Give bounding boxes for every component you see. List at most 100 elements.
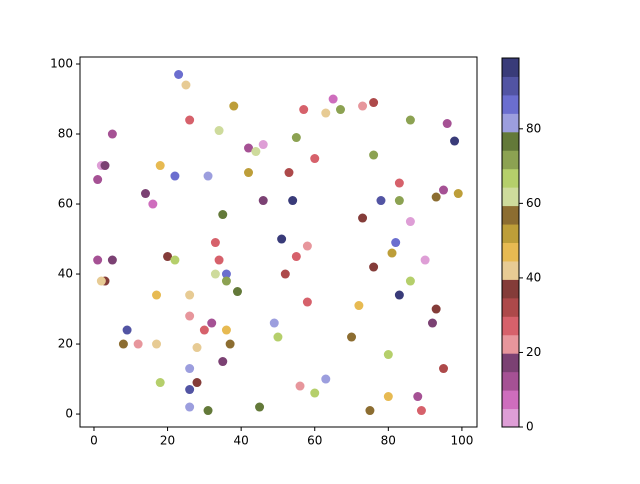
point xyxy=(442,119,452,129)
point xyxy=(365,406,375,416)
point xyxy=(439,364,449,374)
point xyxy=(192,343,202,353)
point xyxy=(369,150,379,160)
point xyxy=(185,402,195,412)
x-tick-label: 40 xyxy=(234,434,249,448)
point xyxy=(291,252,301,262)
point xyxy=(244,143,254,153)
point xyxy=(347,332,357,342)
point xyxy=(394,178,404,188)
point xyxy=(416,406,426,416)
point xyxy=(93,175,103,185)
point xyxy=(207,318,217,328)
colorbar-tick-label: 0 xyxy=(526,420,534,434)
colorbar-segment xyxy=(502,113,519,133)
colorbar-tick-label: 60 xyxy=(526,196,541,210)
point xyxy=(255,402,265,412)
point xyxy=(148,199,158,209)
x-tick-label: 60 xyxy=(307,434,322,448)
point xyxy=(405,115,415,125)
point xyxy=(258,196,268,206)
colorbar-segment xyxy=(502,260,519,280)
colorbar-segment xyxy=(502,297,519,317)
point xyxy=(321,374,331,384)
point xyxy=(218,357,228,367)
point xyxy=(192,378,202,388)
point xyxy=(185,364,195,374)
y-tick-label: 40 xyxy=(58,267,73,281)
point xyxy=(163,252,173,262)
point xyxy=(299,105,309,115)
colorbar-tick-label: 40 xyxy=(526,270,541,284)
point xyxy=(310,154,320,164)
colorbar-tick-label: 80 xyxy=(526,121,541,135)
point xyxy=(107,129,117,139)
point xyxy=(258,140,268,150)
point xyxy=(358,213,368,223)
point xyxy=(118,339,128,349)
colorbar-segment xyxy=(502,279,519,299)
point xyxy=(221,269,231,279)
x-tick-label: 0 xyxy=(90,434,98,448)
colorbar-segment xyxy=(502,76,519,96)
point xyxy=(310,388,320,398)
point xyxy=(450,136,460,146)
point xyxy=(203,171,213,181)
point xyxy=(453,189,463,199)
point xyxy=(383,350,393,360)
point xyxy=(376,196,386,206)
point xyxy=(214,126,224,136)
point xyxy=(107,255,117,265)
point xyxy=(391,238,401,248)
point xyxy=(269,318,279,328)
colorbar-segment xyxy=(502,408,519,428)
point xyxy=(214,255,224,265)
point xyxy=(185,290,195,300)
point xyxy=(291,133,301,143)
point xyxy=(302,297,312,307)
point xyxy=(284,168,294,178)
point xyxy=(225,339,235,349)
y-tick-label: 80 xyxy=(58,127,73,141)
y-tick-label: 20 xyxy=(58,337,73,351)
point xyxy=(152,339,162,349)
point xyxy=(369,262,379,272)
point xyxy=(93,255,103,265)
point xyxy=(210,269,220,279)
colorbar-segment xyxy=(502,353,519,373)
colorbar-segment xyxy=(502,205,519,225)
point xyxy=(244,168,254,178)
point xyxy=(251,147,261,157)
point xyxy=(288,196,298,206)
point xyxy=(277,234,287,244)
point xyxy=(420,255,430,265)
point xyxy=(295,381,305,391)
point xyxy=(155,161,165,171)
y-tick-label: 100 xyxy=(50,57,73,71)
point xyxy=(302,241,312,251)
point xyxy=(185,115,195,125)
point xyxy=(328,94,338,104)
point xyxy=(185,311,195,321)
colorbar-segment xyxy=(502,150,519,170)
point xyxy=(96,276,106,286)
point xyxy=(335,105,345,115)
point xyxy=(413,392,423,402)
x-tick-label: 100 xyxy=(450,434,473,448)
point xyxy=(170,255,180,265)
point xyxy=(203,406,213,416)
x-tick-label: 80 xyxy=(381,434,396,448)
colorbar-segment xyxy=(502,316,519,336)
point xyxy=(321,108,331,118)
colorbar-segment xyxy=(502,168,519,188)
point xyxy=(405,276,415,286)
point xyxy=(174,70,184,80)
point xyxy=(405,217,415,227)
point xyxy=(232,287,242,297)
point xyxy=(140,189,150,199)
colorbar-tick-label: 20 xyxy=(526,345,541,359)
point xyxy=(354,301,364,311)
point xyxy=(221,325,231,335)
point xyxy=(431,304,441,314)
